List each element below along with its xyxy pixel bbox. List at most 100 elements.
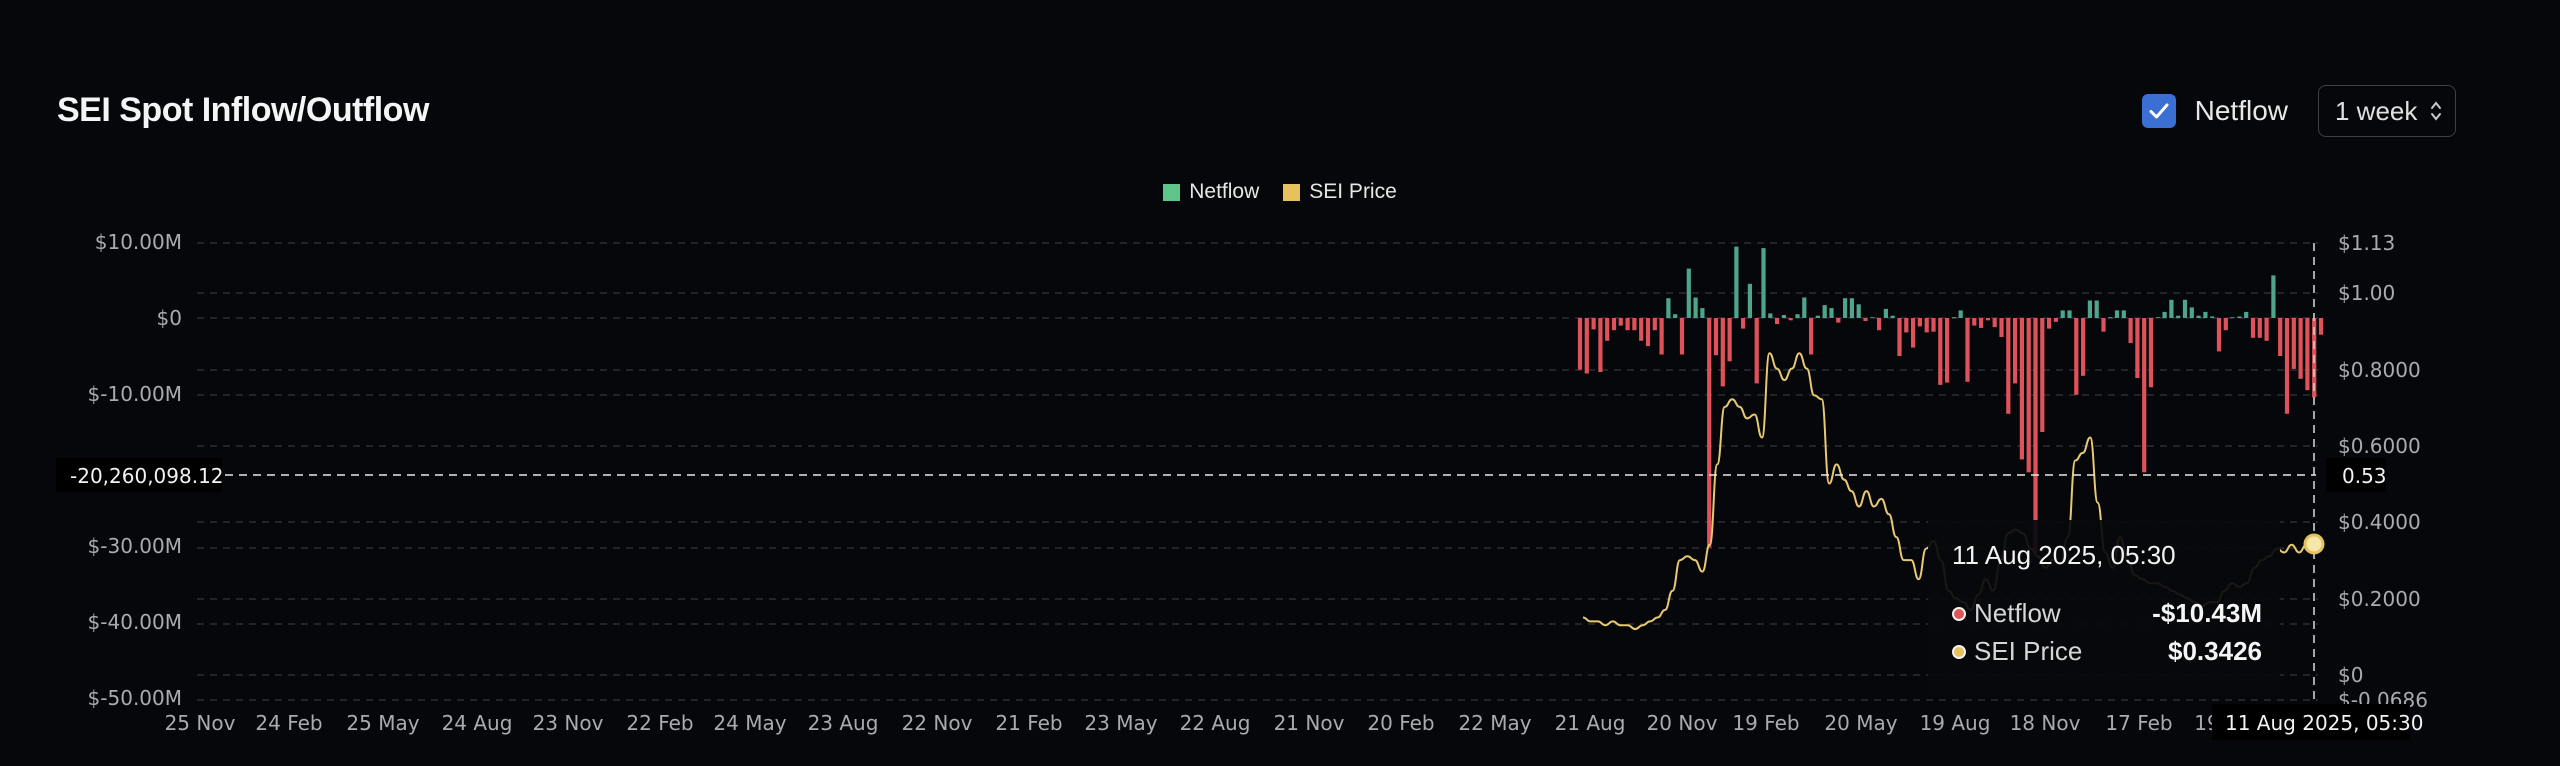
netflow-bar[interactable] <box>2074 318 2079 395</box>
netflow-bar[interactable] <box>2135 318 2140 378</box>
netflow-bar[interactable] <box>1788 318 1793 321</box>
netflow-bar[interactable] <box>2278 318 2283 356</box>
netflow-bar[interactable] <box>1639 318 1644 341</box>
netflow-bar[interactable] <box>1591 318 1596 330</box>
netflow-bar[interactable] <box>1924 318 1929 333</box>
netflow-bar[interactable] <box>2244 311 2249 318</box>
legend-item-netflow[interactable]: Netflow <box>1163 180 1259 204</box>
netflow-bar[interactable] <box>2094 300 2099 319</box>
netflow-bar[interactable] <box>1958 310 1963 318</box>
netflow-bar[interactable] <box>1707 318 1712 548</box>
netflow-bar[interactable] <box>1686 268 1691 318</box>
netflow-bars[interactable] <box>1577 246 2324 553</box>
netflow-bar[interactable] <box>1754 318 1759 384</box>
netflow-checkbox-label[interactable]: Netflow <box>2194 95 2288 126</box>
netflow-bar[interactable] <box>1632 318 1637 331</box>
netflow-bar[interactable] <box>2026 318 2031 473</box>
netflow-bar[interactable] <box>1700 308 1705 318</box>
netflow-bar[interactable] <box>2257 318 2262 338</box>
netflow-bar[interactable] <box>2264 318 2269 341</box>
netflow-bar[interactable] <box>1938 318 1943 385</box>
netflow-bar[interactable] <box>2196 315 2201 318</box>
netflow-bar[interactable] <box>2114 310 2120 318</box>
netflow-bar[interactable] <box>1809 318 1814 355</box>
netflow-bar[interactable] <box>2155 317 2160 319</box>
netflow-bar[interactable] <box>1611 318 1617 331</box>
netflow-bar[interactable] <box>2298 318 2303 379</box>
netflow-bar[interactable] <box>2067 310 2072 318</box>
netflow-bar[interactable] <box>1890 315 1895 318</box>
netflow-bar[interactable] <box>1741 318 1746 329</box>
netflow-bar[interactable] <box>1856 304 1861 318</box>
netflow-bar[interactable] <box>2216 318 2222 352</box>
netflow-bar[interactable] <box>1734 246 1739 318</box>
netflow-bar[interactable] <box>2189 307 2194 318</box>
netflow-bar[interactable] <box>1985 318 1990 321</box>
netflow-bar[interactable] <box>1951 317 1956 319</box>
netflow-bar[interactable] <box>1931 318 1936 332</box>
netflow-bar[interactable] <box>2291 318 2296 369</box>
netflow-bar[interactable] <box>1863 318 1868 321</box>
netflow-bar[interactable] <box>1577 318 1583 370</box>
netflow-bar[interactable] <box>1897 318 1902 356</box>
netflow-bar[interactable] <box>1945 318 1950 383</box>
netflow-bar[interactable] <box>1761 248 1766 318</box>
netflow-bar[interactable] <box>1673 314 1678 318</box>
netflow-bar[interactable] <box>1727 318 1732 362</box>
netflow-bar[interactable] <box>2162 311 2167 318</box>
netflow-bar[interactable] <box>1618 318 1623 326</box>
netflow-bar[interactable] <box>1679 318 1685 355</box>
netflow-bar[interactable] <box>2053 318 2058 322</box>
netflow-bar[interactable] <box>1713 318 1719 356</box>
netflow-bar[interactable] <box>1781 315 1786 318</box>
netflow-bar[interactable] <box>1659 318 1664 355</box>
netflow-bar[interactable] <box>2081 318 2086 376</box>
interval-select[interactable]: 1 week <box>2318 85 2456 137</box>
netflow-bar[interactable] <box>1992 318 1997 328</box>
netflow-bar[interactable] <box>2060 310 2065 318</box>
netflow-bar[interactable] <box>1979 318 1984 328</box>
netflow-bar[interactable] <box>1795 314 1800 318</box>
netflow-bar[interactable] <box>2237 316 2242 319</box>
netflow-bar[interactable] <box>1836 318 1841 323</box>
netflow-bar[interactable] <box>2284 318 2290 414</box>
netflow-bar[interactable] <box>2305 318 2310 391</box>
netflow-bar[interactable] <box>1911 318 1916 348</box>
netflow-bar[interactable] <box>1802 297 1807 319</box>
netflow-bar[interactable] <box>1972 318 1977 326</box>
netflow-bar[interactable] <box>2047 318 2052 329</box>
netflow-bar[interactable] <box>1645 318 1651 347</box>
netflow-bar[interactable] <box>2176 315 2181 318</box>
netflow-bar[interactable] <box>2087 300 2092 319</box>
netflow-bar[interactable] <box>2101 318 2106 332</box>
netflow-bar[interactable] <box>1815 315 1820 318</box>
netflow-bar[interactable] <box>1720 318 1725 387</box>
netflow-bar[interactable] <box>2250 318 2256 338</box>
netflow-bar[interactable] <box>1747 283 1752 318</box>
netflow-bar[interactable] <box>1877 318 1882 331</box>
netflow-bar[interactable] <box>1693 297 1698 319</box>
netflow-bar[interactable] <box>2019 318 2024 460</box>
netflow-bar[interactable] <box>1843 298 1848 318</box>
netflow-bar[interactable] <box>1904 318 1909 333</box>
netflow-bar[interactable] <box>2223 318 2228 331</box>
netflow-bar[interactable] <box>2142 318 2147 473</box>
netflow-bar[interactable] <box>2271 275 2276 318</box>
netflow-bar[interactable] <box>1775 318 1780 325</box>
netflow-bar[interactable] <box>2006 318 2011 414</box>
netflow-bar[interactable] <box>1666 298 1671 318</box>
legend-item-sei-price[interactable]: SEI Price <box>1283 180 1397 204</box>
netflow-bar[interactable] <box>1849 298 1854 318</box>
netflow-bar[interactable] <box>2182 299 2188 318</box>
netflow-bar[interactable] <box>2210 316 2215 319</box>
netflow-bar[interactable] <box>1584 318 1589 374</box>
netflow-bar[interactable] <box>1652 318 1657 331</box>
netflow-bar[interactable] <box>2203 311 2208 318</box>
netflow-bar[interactable] <box>2169 299 2174 318</box>
netflow-bar[interactable] <box>1829 308 1834 318</box>
netflow-bar[interactable] <box>2013 318 2018 384</box>
netflow-bar[interactable] <box>2148 318 2154 388</box>
netflow-bar[interactable] <box>2128 318 2133 344</box>
netflow-bar[interactable] <box>1598 318 1603 372</box>
